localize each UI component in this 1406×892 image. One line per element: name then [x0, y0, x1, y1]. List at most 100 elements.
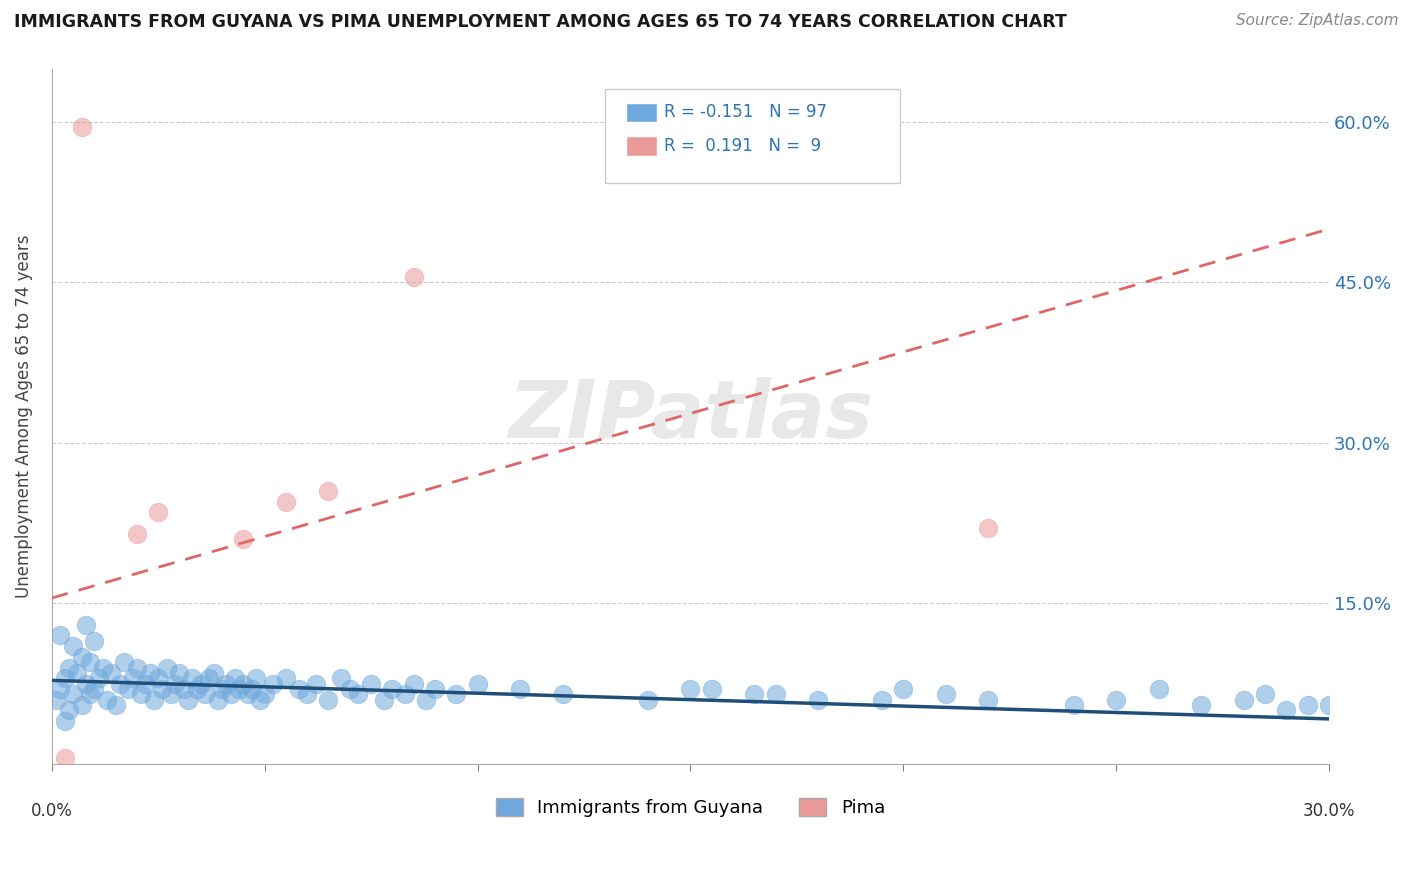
Point: [415, 692, 437, 706]
Text: 30.0%: 30.0%: [1303, 802, 1355, 820]
Point: [394, 687, 416, 701]
Point: [75, 617, 97, 632]
Point: [245, 671, 267, 685]
Point: [169, 665, 191, 680]
Point: [45, 692, 67, 706]
Point: [138, 665, 160, 680]
Point: [765, 687, 787, 701]
Y-axis label: Unemployment Among Ages 65 to 74 years: Unemployment Among Ages 65 to 74 years: [15, 235, 32, 598]
Point: [83, 633, 105, 648]
Point: [977, 521, 1000, 535]
Point: [467, 676, 489, 690]
Point: [173, 681, 195, 696]
Legend: Immigrants from Guyana, Pima: Immigrants from Guyana, Pima: [488, 790, 893, 824]
Point: [194, 687, 217, 701]
Point: [373, 692, 395, 706]
Point: [1254, 687, 1277, 701]
Point: [807, 692, 830, 706]
Point: [228, 681, 250, 696]
Point: [49, 628, 72, 642]
Point: [249, 692, 271, 706]
Point: [58, 703, 80, 717]
Text: ZIPatlas: ZIPatlas: [508, 377, 873, 455]
Point: [274, 671, 297, 685]
Point: [108, 676, 131, 690]
Point: [58, 660, 80, 674]
Point: [121, 671, 143, 685]
Point: [70, 698, 93, 712]
Point: [1147, 681, 1170, 696]
Text: R =  0.191   N =  9: R = 0.191 N = 9: [664, 137, 821, 155]
Point: [1233, 692, 1256, 706]
Point: [181, 671, 204, 685]
Point: [125, 526, 148, 541]
Point: [53, 714, 76, 728]
Text: Source: ZipAtlas.com: Source: ZipAtlas.com: [1236, 13, 1399, 29]
Point: [100, 665, 122, 680]
Point: [75, 676, 97, 690]
Point: [1296, 698, 1319, 712]
Point: [202, 665, 225, 680]
Point: [66, 665, 89, 680]
Point: [224, 671, 246, 685]
Point: [347, 687, 370, 701]
Point: [444, 687, 467, 701]
Point: [134, 676, 156, 690]
Point: [87, 671, 110, 685]
Point: [62, 687, 84, 701]
Text: IMMIGRANTS FROM GUYANA VS PIMA UNEMPLOYMENT AMONG AGES 65 TO 74 YEARS CORRELATIO: IMMIGRANTS FROM GUYANA VS PIMA UNEMPLOYM…: [14, 13, 1067, 31]
Point: [977, 692, 1000, 706]
Point: [305, 676, 328, 690]
Point: [62, 639, 84, 653]
Point: [215, 676, 238, 690]
Point: [240, 681, 263, 696]
Point: [402, 676, 425, 690]
Point: [91, 660, 114, 674]
Point: [551, 687, 574, 701]
Point: [318, 692, 340, 706]
Point: [402, 270, 425, 285]
Point: [129, 687, 152, 701]
Point: [125, 660, 148, 674]
Point: [232, 532, 254, 546]
Point: [165, 676, 187, 690]
Point: [637, 692, 659, 706]
Point: [156, 660, 179, 674]
Point: [53, 751, 76, 765]
Point: [295, 687, 318, 701]
Point: [186, 681, 208, 696]
Point: [53, 671, 76, 685]
Point: [891, 681, 914, 696]
Text: 0.0%: 0.0%: [31, 802, 73, 820]
Point: [1189, 698, 1212, 712]
Point: [287, 681, 309, 696]
Point: [509, 681, 531, 696]
Point: [70, 649, 93, 664]
Point: [742, 687, 765, 701]
Point: [1063, 698, 1085, 712]
Point: [79, 687, 101, 701]
Point: [198, 671, 221, 685]
Point: [70, 120, 93, 135]
Point: [1275, 703, 1298, 717]
Text: R = -0.151   N = 97: R = -0.151 N = 97: [664, 103, 827, 121]
Point: [104, 698, 127, 712]
Point: [177, 692, 200, 706]
Point: [253, 687, 276, 701]
Point: [49, 681, 72, 696]
Point: [339, 681, 361, 696]
Point: [142, 692, 165, 706]
Point: [219, 687, 242, 701]
Point: [870, 692, 893, 706]
Point: [190, 676, 212, 690]
Point: [274, 494, 297, 508]
Point: [423, 681, 446, 696]
Point: [160, 687, 183, 701]
Point: [381, 681, 404, 696]
Point: [211, 681, 233, 696]
Point: [262, 676, 284, 690]
Point: [79, 655, 101, 669]
Point: [232, 676, 254, 690]
Point: [83, 681, 105, 696]
Point: [1317, 698, 1340, 712]
